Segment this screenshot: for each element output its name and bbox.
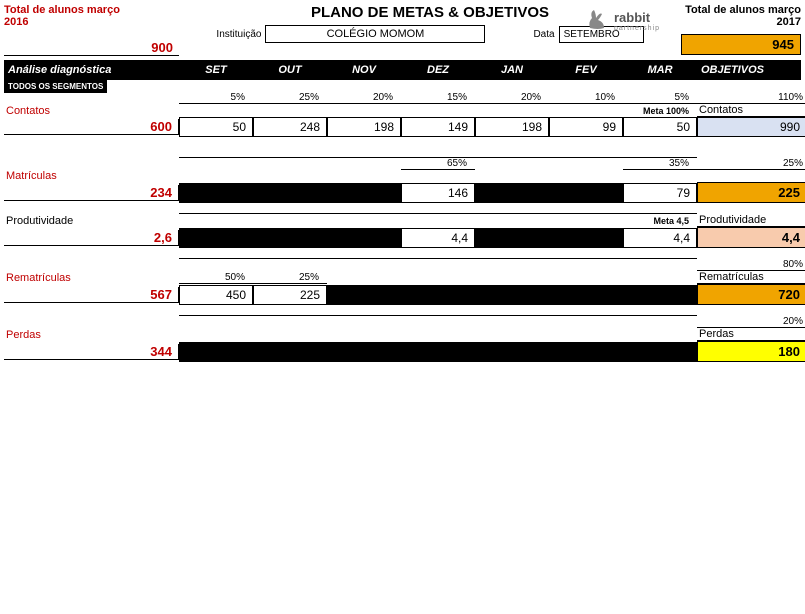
contatos-pct-0: 5% <box>179 92 253 104</box>
matriculas-label: Matrículas <box>4 170 179 182</box>
contatos-cell-4[interactable]: 198 <box>475 117 549 137</box>
col-dez: DEZ <box>401 64 475 76</box>
perdas-pct-top: 20% <box>4 316 801 328</box>
header-right: Total de alunos março 2017 945 <box>681 4 801 55</box>
contatos-pct-6: 5% <box>623 92 697 104</box>
matriculas-obj-value: 225 <box>697 182 805 203</box>
segment-row: TODOS OS SEGMENTOS <box>4 80 801 92</box>
perdas-label: Perdas <box>4 329 179 341</box>
col-analise: Análise diagnóstica <box>4 64 179 76</box>
perdas-obj-value: 180 <box>697 341 805 362</box>
matriculas-cell-4 <box>475 183 549 203</box>
rematriculas-data-row: 567 450 225 720 <box>4 284 801 305</box>
matriculas-pct-6: 35% <box>623 158 697 170</box>
matriculas-pct-3: 65% <box>401 158 475 170</box>
contatos-cell-2[interactable]: 198 <box>327 117 401 137</box>
matriculas-cell-6[interactable]: 79 <box>623 183 697 203</box>
rematriculas-cell-0[interactable]: 450 <box>179 285 253 305</box>
contatos-pct-2: 20% <box>327 92 401 104</box>
contatos-data-row: 600 50 248 198 149 198 99 50 990 <box>4 117 801 137</box>
produtividade-obj-value: 4,4 <box>697 227 805 248</box>
rematriculas-label: Rematrículas <box>4 272 179 284</box>
perdas-label-row: Perdas Perdas <box>4 328 801 341</box>
left-label: Total de alunos março <box>4 4 179 16</box>
rematriculas-obj-value: 720 <box>697 284 805 305</box>
contatos-label: Contatos <box>4 105 179 117</box>
contatos-cell-3[interactable]: 149 <box>401 117 475 137</box>
matriculas-cell-2 <box>327 183 401 203</box>
left-value: 900 <box>4 40 179 56</box>
header: Total de alunos março 2016 900 PLANO DE … <box>4 4 801 56</box>
col-mar: MAR <box>623 64 697 76</box>
contatos-pct-5: 10% <box>549 92 623 104</box>
contatos-pct-1: 25% <box>253 92 327 104</box>
contatos-obj-label: Contatos <box>697 104 805 117</box>
contatos-cell-1[interactable]: 248 <box>253 117 327 137</box>
col-obj: OBJETIVOS <box>697 64 805 76</box>
contatos-value: 600 <box>4 119 179 135</box>
logo: rabbit partnership <box>584 8 660 34</box>
right-value: 945 <box>681 34 801 55</box>
matriculas-obj-pct: 25% <box>697 158 805 170</box>
rematriculas-value: 567 <box>4 287 179 303</box>
matriculas-cell-1 <box>253 183 327 203</box>
logo-text: rabbit <box>614 10 660 25</box>
matriculas-cell-5 <box>549 183 623 203</box>
rematriculas-pct-top: 80% <box>4 259 801 271</box>
produtividade-label: Produtividade <box>4 215 179 227</box>
produtividade-cell-6[interactable]: 4,4 <box>623 228 697 248</box>
contatos-label-row: Contatos Meta 100% Contatos <box>4 104 801 117</box>
perdas-data-row: 344 180 <box>4 341 801 362</box>
header-left: Total de alunos março 2016 900 <box>4 4 179 56</box>
produtividade-label-row: Produtividade Meta 4,5 Produtividade <box>4 214 801 227</box>
contatos-pct-4: 20% <box>475 92 549 104</box>
contatos-pct-3: 15% <box>401 92 475 104</box>
right-label: Total de alunos março <box>681 4 801 16</box>
produtividade-data-row: 2,6 4,4 4,4 4,4 <box>4 227 801 248</box>
matriculas-data-row: 234 146 79 225 <box>4 182 801 203</box>
right-year: 2017 <box>681 16 801 28</box>
perdas-obj-label: Perdas <box>697 328 805 341</box>
contatos-pct-row: 5% 25% 20% 15% 20% 10% 5% 110% <box>4 92 801 104</box>
contatos-meta: Meta 100% <box>623 106 697 116</box>
data-label: Data <box>533 29 554 40</box>
matriculas-value: 234 <box>4 185 179 201</box>
matriculas-cell-0 <box>179 183 253 203</box>
rematriculas-pct-row: Rematrículas 50% 25% Rematrículas <box>4 271 801 284</box>
contatos-cell-0[interactable]: 50 <box>179 117 253 137</box>
contatos-cell-6[interactable]: 50 <box>623 117 697 137</box>
perdas-obj-pct: 20% <box>697 316 805 328</box>
rematriculas-obj-label: Rematrículas <box>697 271 805 284</box>
col-set: SET <box>179 64 253 76</box>
rematriculas-pct-1: 25% <box>253 272 327 284</box>
col-out: OUT <box>253 64 327 76</box>
matriculas-label-row: Matrículas <box>4 170 801 182</box>
segment-label: TODOS OS SEGMENTOS <box>4 80 107 93</box>
produtividade-value: 2,6 <box>4 230 179 246</box>
inst-value[interactable]: COLÉGIO MOMOM <box>265 25 485 43</box>
rematriculas-obj-pct: 80% <box>697 259 805 271</box>
col-jan: JAN <box>475 64 549 76</box>
produtividade-meta: Meta 4,5 <box>623 216 697 226</box>
inst-label: Instituição <box>216 29 261 40</box>
produtividade-cell-3[interactable]: 4,4 <box>401 228 475 248</box>
perdas-value: 344 <box>4 344 179 360</box>
rematriculas-pct-0: 50% <box>179 272 253 284</box>
contatos-cell-5[interactable]: 99 <box>549 117 623 137</box>
left-year: 2016 <box>4 16 179 28</box>
column-header: Análise diagnóstica SET OUT NOV DEZ JAN … <box>4 60 801 80</box>
logo-subtext: partnership <box>614 25 660 32</box>
matriculas-cell-3[interactable]: 146 <box>401 183 475 203</box>
matriculas-pct-row: 65% 35% 25% <box>4 158 801 170</box>
rematriculas-cell-1[interactable]: 225 <box>253 285 327 305</box>
col-fev: FEV <box>549 64 623 76</box>
contatos-obj-pct: 110% <box>697 92 805 104</box>
col-nov: NOV <box>327 64 401 76</box>
rabbit-icon <box>584 8 610 34</box>
produtividade-obj-label: Produtividade <box>697 214 805 227</box>
contatos-obj-value: 990 <box>697 117 805 137</box>
